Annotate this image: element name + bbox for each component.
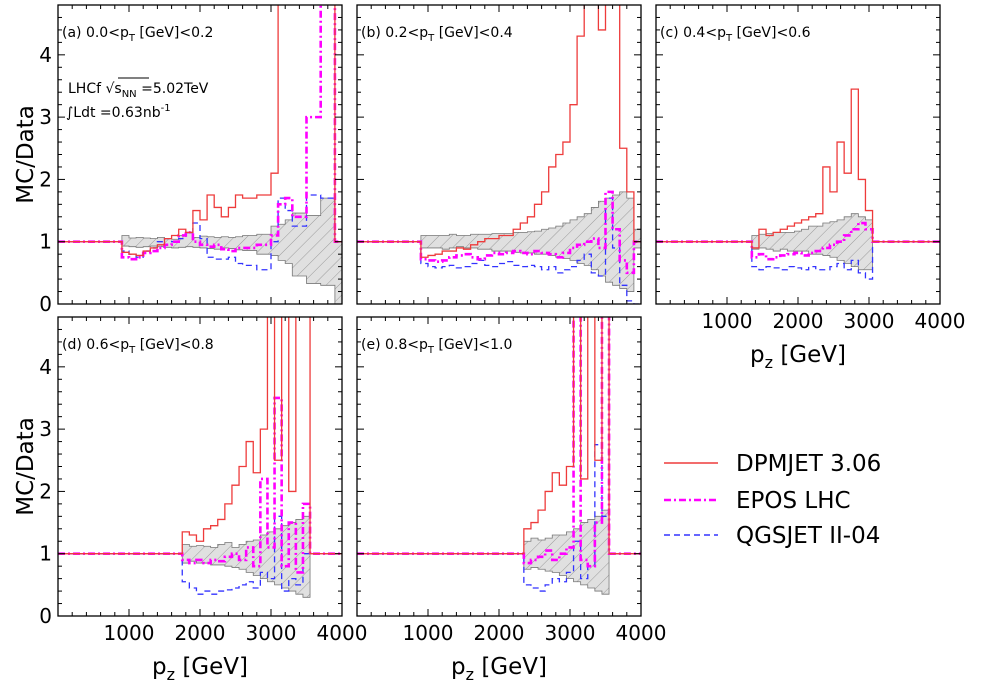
- panel-c-xtick-label: 4000: [915, 309, 966, 333]
- panel-d-ytick-label: 1: [39, 542, 52, 566]
- panel-b-epos-line: [357, 190, 641, 275]
- energy-label: LHCf √sNN =5.02TeV: [68, 81, 209, 100]
- panel-a-ylabel: MC/Data: [13, 105, 39, 204]
- panel-b-uncertainty-band: [357, 191, 641, 292]
- legend: DPMJET 3.06 EPOS LHC QGSJET II-04: [664, 451, 881, 549]
- panel-d-plot-area: [58, 317, 342, 598]
- panel-d-ylabel: MC/Data: [13, 417, 39, 516]
- panel-b-plot-area: [357, 5, 641, 304]
- panel-e-uncertainty-band: [357, 509, 641, 595]
- panel-a-dpmjet-line: [58, 5, 342, 257]
- panel-c-epos-line: [656, 221, 940, 261]
- panel-d-dpmjet-line: [58, 317, 342, 555]
- panel-c-xtick-label: 1000: [702, 309, 753, 333]
- panel-c: 1000 2000 3000 4000 pz [GeV] (c) 0.4<pT [GeV]…: [655, 4, 966, 372]
- panel-d-ytick-label: 2: [39, 479, 52, 503]
- panel-a-annotation: LHCf √sNN =5.02TeV ∫Ldt =0.63nb-1: [66, 77, 209, 121]
- panel-e-xtick-label: 1000: [403, 621, 454, 645]
- panel-d-xtick-label: 3000: [246, 621, 297, 645]
- panel-b: (b) 0.2<pT [GeV]<0.4: [356, 4, 642, 305]
- panel-c-xtick-label: 3000: [844, 309, 895, 333]
- luminosity-label: ∫Ldt =0.63nb-1: [66, 103, 171, 121]
- panel-d-qgsjet-line: [58, 515, 342, 595]
- panel-a-ytick-label: 2: [39, 167, 52, 191]
- panel-e-xlabel: pz [GeV]: [451, 654, 547, 684]
- panel-d-ytick-label: 4: [39, 355, 52, 379]
- panel-a-uncertainty-band: [58, 197, 342, 304]
- panel-a-ytick-label: 4: [39, 43, 52, 67]
- panel-b-dpmjet-line: [357, 5, 641, 258]
- panel-c-xtick-label: 2000: [773, 309, 824, 333]
- panel-c-frame: [655, 4, 941, 305]
- panel-e-dpmjet-line: [357, 317, 641, 555]
- panel-a-label: (a) 0.0<pT [GeV]<0.2: [62, 25, 213, 44]
- panel-b-label: (b) 0.2<pT [GeV]<0.4: [361, 25, 513, 44]
- panel-c-plot-area: [656, 88, 940, 280]
- panel-d-xtick-label: 4000: [317, 621, 368, 645]
- panel-a-plot-area: [58, 5, 342, 304]
- panel-a-ytick-label: 3: [39, 105, 52, 129]
- panel-d: 0 1 2 3 4 MC/Data 1000 2000 3000 4000 pz [GeV] (d) …: [13, 316, 368, 684]
- panel-d-xtick-label: 2000: [175, 621, 226, 645]
- panel-a-epos-line: [58, 5, 342, 261]
- panel-c-label: (c) 0.4<pT [GeV]<0.6: [660, 25, 811, 44]
- panel-e-xtick-label: 4000: [616, 621, 667, 645]
- panel-d-label: (d) 0.6<pT [GeV]<0.8: [62, 337, 214, 356]
- panel-c-qgsjet-line: [656, 241, 940, 280]
- panel-d-epos-line: [58, 396, 342, 574]
- panel-e-label: (e) 0.8<pT [GeV]<1.0: [361, 337, 512, 356]
- panel-d-ytick-label: 3: [39, 417, 52, 441]
- panel-c-xlabel: pz [GeV]: [750, 342, 846, 372]
- panel-c-dpmjet-line: [656, 88, 940, 249]
- panel-d-xlabel: pz [GeV]: [152, 654, 248, 684]
- panel-e-plot-area: [357, 317, 641, 595]
- legend-label-1: EPOS LHC: [736, 488, 851, 514]
- legend-label-2: QGSJET II-04: [736, 523, 880, 549]
- panel-a: 0 1 2 3 4 MC/Data (a) 0.0<pT [GeV]<0.2 LHCf √sN…: [13, 4, 343, 316]
- panel-e: 1000 2000 3000 4000 pz [GeV] (e) 0.8<pT [GeV]…: [356, 316, 667, 684]
- panel-a-ytick-label: 0: [39, 292, 52, 316]
- panel-a-qgsjet-line: [58, 194, 342, 271]
- panel-e-qgsjet-line: [357, 444, 641, 592]
- panel-d-ytick-label: 0: [39, 604, 52, 628]
- panel-e-xtick-label: 2000: [474, 621, 525, 645]
- panel-a-ytick-label: 1: [39, 230, 52, 254]
- legend-label-0: DPMJET 3.06: [736, 451, 881, 477]
- panel-b-qgsjet-line: [357, 197, 641, 304]
- panel-d-xtick-label: 1000: [104, 621, 155, 645]
- panel-e-xtick-label: 3000: [545, 621, 596, 645]
